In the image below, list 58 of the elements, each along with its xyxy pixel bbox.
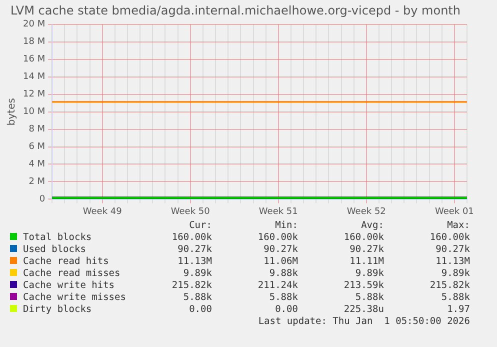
y-tick-label: 16 M xyxy=(23,54,46,65)
x-tick-label: Week 50 xyxy=(170,206,210,217)
text: 160.00k xyxy=(256,232,298,244)
text: Max: xyxy=(446,220,470,232)
text: 5.88k xyxy=(182,292,212,304)
text: 0.00 xyxy=(188,304,212,316)
text: 160.00k xyxy=(342,232,384,244)
text: 11.13M xyxy=(176,256,212,268)
text: 160.00k xyxy=(170,232,212,244)
chart-title: LVM cache state bmedia/agda.internal.michaelhowe.org-vicepd - by month xyxy=(10,3,460,18)
text: 213.59k xyxy=(342,280,384,292)
text: 5.88k xyxy=(440,292,470,304)
x-tick-label: Week 52 xyxy=(346,206,386,217)
y-tick-label: 8 M xyxy=(28,124,46,135)
x-tick-label: Week 49 xyxy=(82,206,122,217)
text: 215.82k xyxy=(170,280,212,292)
text: 215.82k xyxy=(428,280,470,292)
legend-label: Cache write hits xyxy=(22,280,116,292)
y-tick-label: 12 M xyxy=(23,90,46,100)
text: 5.88k xyxy=(354,292,384,304)
y-tick-label: 6 M xyxy=(28,142,46,152)
text: Min: xyxy=(274,220,298,232)
y-tick-label: 10 M xyxy=(23,107,46,118)
text: 225.38u xyxy=(342,304,384,316)
text: 90.27k xyxy=(176,244,212,256)
x-tick-label: Week 51 xyxy=(258,206,298,217)
text: 9.89k xyxy=(440,268,470,280)
y-tick-label: 2 M xyxy=(28,177,46,188)
y-tick-label: 14 M xyxy=(23,72,46,82)
y-tick-label: 4 M xyxy=(28,160,46,170)
y-axis-title: bytes xyxy=(6,98,18,126)
text: 9.88k xyxy=(268,268,298,280)
text: 0.00 xyxy=(274,304,298,316)
text: 90.27k xyxy=(348,244,384,256)
text: 11.06M xyxy=(262,256,298,268)
text: 11.11M xyxy=(348,256,384,268)
text: 160.00k xyxy=(428,232,470,244)
legend-label: Total blocks xyxy=(22,232,93,244)
y-tick-label: 20 M xyxy=(23,20,46,30)
x-tick-label: Week 01 xyxy=(434,206,474,217)
text: 5.88k xyxy=(268,292,298,304)
text: 9.89k xyxy=(182,268,212,280)
text: Last update: Thu Jan 1 05:50:00 2026 xyxy=(257,316,470,328)
legend-label: Cache write misses xyxy=(22,292,126,304)
text: Cur: xyxy=(188,220,212,232)
y-tick-label: 18 M xyxy=(23,37,46,48)
text: 1.97 xyxy=(446,304,470,316)
text: Avg: xyxy=(360,220,384,232)
text: 11.13M xyxy=(434,256,470,268)
y-tick-label: 0 xyxy=(39,194,46,205)
text: 90.27k xyxy=(434,244,470,256)
legend-label: Dirty blocks xyxy=(22,304,93,316)
legend-label: Cache read hits xyxy=(22,256,110,268)
text: 9.89k xyxy=(354,268,384,280)
legend-label: Cache read misses xyxy=(22,268,122,280)
legend-label: Used blocks xyxy=(22,244,87,256)
text: 211.24k xyxy=(256,280,298,292)
text: 90.27k xyxy=(262,244,298,256)
